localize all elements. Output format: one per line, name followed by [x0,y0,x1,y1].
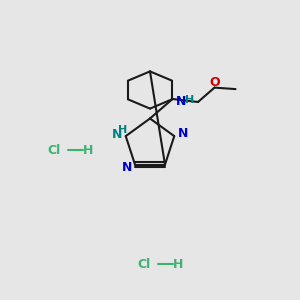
Text: N: N [176,95,186,108]
Text: Cl: Cl [137,257,151,271]
Text: O: O [210,76,220,89]
Text: Cl: Cl [47,143,61,157]
Text: N: N [178,127,188,140]
Text: H: H [118,124,127,134]
Text: N: N [122,160,132,173]
Text: N: N [112,128,122,141]
Text: H: H [173,257,184,271]
Text: H: H [83,143,94,157]
Text: H: H [185,95,194,105]
